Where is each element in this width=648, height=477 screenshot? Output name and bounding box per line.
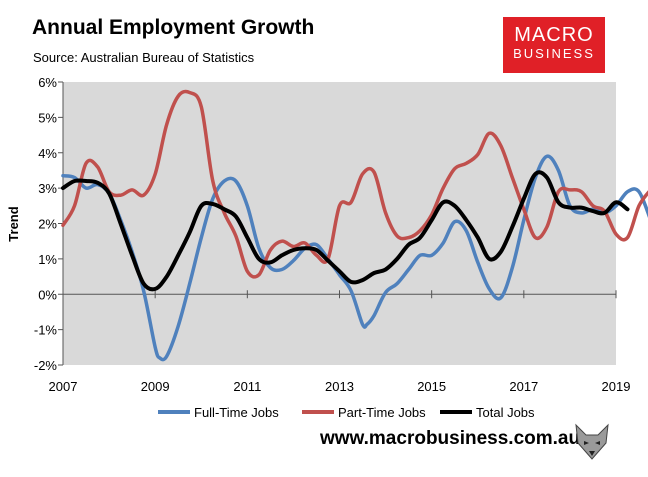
y-tick-label: -2%: [34, 358, 58, 373]
y-tick-label: 0%: [38, 287, 57, 302]
x-tick-label: 2009: [141, 379, 170, 394]
y-tick-label: 6%: [38, 75, 57, 90]
x-tick-label: 2019: [602, 379, 631, 394]
x-tick-label: 2013: [325, 379, 354, 394]
y-tick-label: 5%: [38, 110, 57, 125]
y-tick-label: 2%: [38, 217, 57, 232]
y-tick-label: 4%: [38, 146, 57, 161]
x-tick-label: 2015: [417, 379, 446, 394]
chart-series: [61, 89, 648, 362]
x-tick-label: 2007: [49, 379, 78, 394]
legend-label-part-time-jobs: Part-Time Jobs: [338, 405, 426, 420]
chart-title: Annual Employment Growth: [32, 16, 315, 39]
plot-area: [63, 82, 616, 365]
x-tick-label: 2011: [233, 379, 261, 394]
y-tick-label: -1%: [34, 323, 58, 338]
legend-label-total-jobs: Total Jobs: [476, 405, 535, 420]
macrobusiness-logo: MACRO BUSINESS: [503, 17, 605, 73]
series-line-total-jobs: [61, 170, 630, 292]
series-line-full-time-jobs: [61, 154, 648, 362]
website-url: www.macrobusiness.com.au: [320, 428, 581, 449]
x-tick-label: 2017: [509, 379, 538, 394]
logo-line-1: MACRO: [514, 24, 594, 46]
series-line-part-time-jobs: [61, 89, 648, 279]
chart-source: Source: Australian Bureau of Statistics: [33, 50, 255, 65]
legend-label-full-time-jobs: Full-Time Jobs: [194, 405, 279, 420]
y-axis-label: Trend: [6, 206, 21, 241]
y-tick-label: 1%: [38, 252, 57, 267]
logo-line-2: BUSINESS: [513, 46, 595, 61]
chart-legend: Full-Time Jobs Part-Time Jobs Total Jobs: [158, 405, 535, 420]
wolf-head-icon: [575, 423, 609, 460]
y-tick-label: 3%: [38, 181, 57, 196]
